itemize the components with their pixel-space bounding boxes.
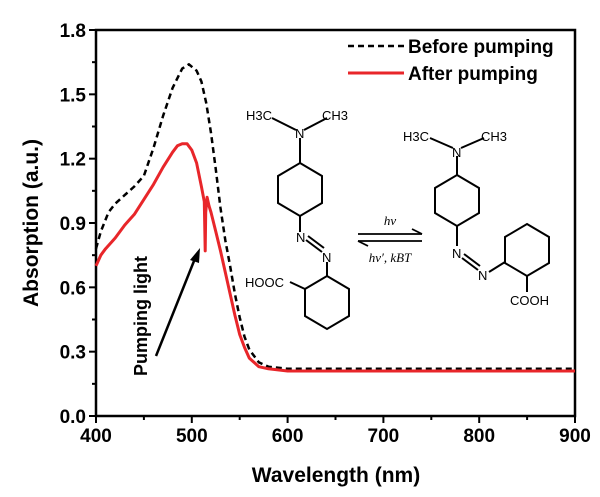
label-ch3: CH3 <box>322 108 348 123</box>
y-tick-label: 0.0 <box>60 407 86 428</box>
label-ch3: CH3 <box>481 129 507 144</box>
label-cooh: COOH <box>510 293 549 308</box>
reverse-label: hν′, kBT <box>369 250 412 265</box>
forward-label: hν <box>384 213 397 228</box>
series-after-pumping <box>94 142 575 373</box>
x-axis-label: Wavelength (nm) <box>252 464 420 487</box>
y-tick-label: 1.8 <box>60 21 86 42</box>
x-tick-label: 900 <box>559 426 591 447</box>
y-tick-label: 1.2 <box>60 150 86 171</box>
label-n: N <box>478 268 487 283</box>
label-h3c: H3C <box>246 108 272 123</box>
y-axis-label: Absorption (a.u.) <box>20 139 43 307</box>
label-hooc: HOOC <box>245 275 284 290</box>
legend-label-after: After pumping <box>408 64 538 85</box>
molecule-left <box>271 117 350 331</box>
label-n: N <box>295 126 304 141</box>
y-tick-label: 0.3 <box>60 343 86 364</box>
x-tick-label: 400 <box>80 426 112 447</box>
molecule-right <box>429 137 550 292</box>
plot-frame <box>94 28 577 418</box>
label-n: N <box>452 246 461 261</box>
pumping-arrow <box>154 248 200 357</box>
label-h3c: H3C <box>403 129 429 144</box>
x-tick-label: 700 <box>368 426 400 447</box>
reaction-arrows <box>357 228 423 247</box>
label-n: N <box>296 230 305 245</box>
x-tick-label: 800 <box>463 426 495 447</box>
label-n: N <box>452 145 461 160</box>
y-tick-label: 0.9 <box>60 214 86 235</box>
molecule-left-labels: H3C CH3 N N N HOOC <box>245 108 348 290</box>
legend: Before pumping After pumping <box>348 37 554 85</box>
x-tick-label: 600 <box>272 426 304 447</box>
pumping-light-label: Pumping light <box>131 256 151 376</box>
y-tick-label: 1.5 <box>60 85 87 106</box>
molecule-right-labels: H3C CH3 N N N COOH <box>403 129 549 308</box>
series-before-pumping <box>94 63 575 371</box>
label-n: N <box>322 250 331 265</box>
x-tick-label: 500 <box>176 426 208 447</box>
legend-label-before: Before pumping <box>408 37 554 58</box>
y-tick-label: 0.6 <box>60 278 86 299</box>
